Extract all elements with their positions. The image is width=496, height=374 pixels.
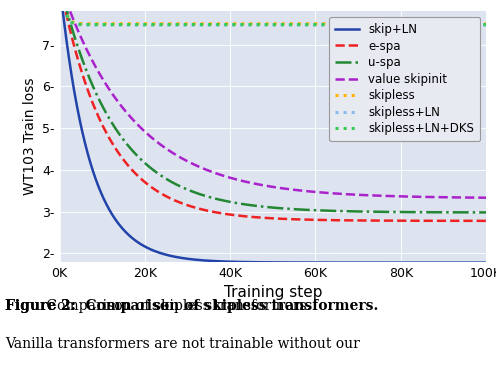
skipless+LN: [239, 23, 245, 27]
skipless+LN: [483, 23, 489, 27]
Text: Figure 2:: Figure 2:: [5, 299, 76, 313]
u-spa: [239, 202, 245, 206]
u-spa: [429, 210, 434, 214]
u-spa: [220, 198, 226, 203]
value skipinit: [429, 195, 434, 199]
e-spa: [475, 218, 481, 223]
value skipinit: [105, 86, 111, 90]
skipless: [429, 22, 435, 26]
value skipinit: [483, 196, 489, 200]
skipless: [483, 22, 489, 26]
skipless: [239, 22, 245, 26]
value skipinit: [475, 195, 481, 200]
skipless+LN: [429, 23, 435, 27]
skipless+LN+DKS: [475, 22, 481, 27]
skipless+LN+DKS: [239, 22, 245, 27]
skipless+LN+DKS: [220, 22, 226, 27]
skipless: [220, 22, 226, 26]
e-spa: [220, 211, 226, 216]
skip+LN: [483, 260, 489, 265]
Text: Figure 2:  Comparison of skipless transformers.: Figure 2: Comparison of skipless transfo…: [5, 299, 378, 313]
u-spa: [475, 210, 481, 215]
skip+LN: [220, 259, 226, 264]
skipless+LN: [475, 23, 481, 27]
Line: skipless+LN+DKS: skipless+LN+DKS: [60, 0, 486, 25]
skipless+LN: [180, 23, 186, 27]
X-axis label: Training step: Training step: [224, 285, 322, 300]
u-spa: [105, 114, 111, 119]
Line: e-spa: e-spa: [60, 0, 486, 221]
Line: skipless+LN: skipless+LN: [60, 0, 486, 25]
skipless+LN+DKS: [105, 22, 111, 27]
skip+LN: [105, 205, 111, 210]
e-spa: [239, 214, 245, 218]
u-spa: [130, 150, 136, 154]
Text: Comparison of skipless transformers.: Comparison of skipless transformers.: [42, 299, 311, 313]
Line: u-spa: u-spa: [60, 0, 486, 212]
e-spa: [130, 169, 136, 174]
Legend: skip+LN, e-spa, u-spa, value skipinit, skipless, skipless+LN, skipless+LN+DKS: skip+LN, e-spa, u-spa, value skipinit, s…: [329, 17, 480, 141]
skip+LN: [475, 260, 481, 265]
e-spa: [105, 134, 111, 138]
skipless: [105, 21, 111, 26]
value skipinit: [239, 178, 245, 183]
Y-axis label: WT103 Train loss: WT103 Train loss: [23, 78, 37, 195]
skipless: [475, 22, 481, 26]
value skipinit: [220, 174, 226, 178]
u-spa: [483, 210, 489, 215]
value skipinit: [130, 118, 136, 123]
skipless+LN+DKS: [429, 22, 435, 27]
e-spa: [429, 218, 434, 223]
Text: Vanilla transformers are not trainable without our: Vanilla transformers are not trainable w…: [5, 337, 360, 350]
skipless+LN: [130, 23, 136, 27]
skipless: [130, 21, 136, 26]
skip+LN: [429, 260, 434, 265]
skip+LN: [130, 237, 136, 241]
skip+LN: [239, 260, 245, 264]
skipless+LN: [105, 23, 111, 27]
Line: skip+LN: skip+LN: [60, 0, 486, 263]
Line: value skipinit: value skipinit: [60, 0, 486, 198]
skipless+LN+DKS: [483, 22, 489, 27]
Line: skipless: skipless: [60, 0, 486, 24]
skipless+LN: [220, 23, 226, 27]
skipless+LN+DKS: [130, 22, 136, 27]
skipless: [180, 22, 186, 26]
e-spa: [483, 218, 489, 223]
skipless+LN+DKS: [180, 22, 186, 27]
